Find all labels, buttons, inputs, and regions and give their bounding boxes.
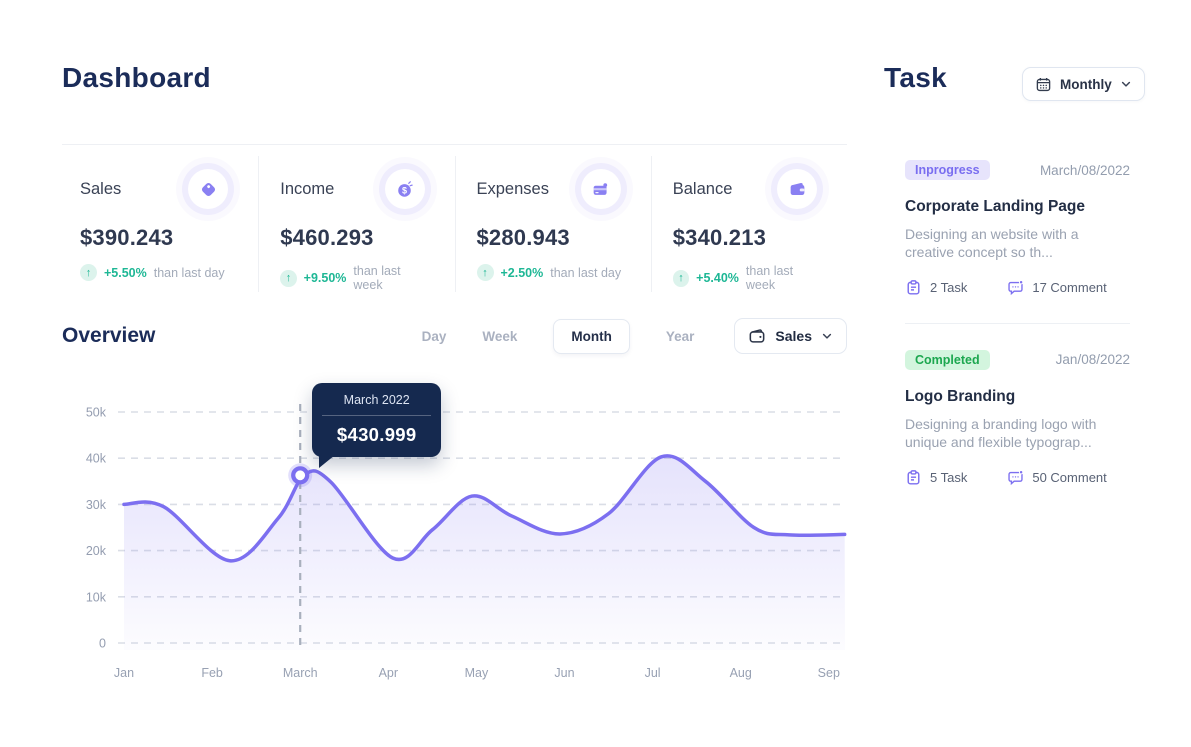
area-chart-canvas[interactable]: 50k 40k 30k 20k 10k 0 Jan Feb March Apr May Jun Jul A… [62, 398, 847, 690]
clipboard-icon [905, 469, 922, 486]
stat-card-sales: Sales $390.243 ↑ +5.50% than last day [62, 156, 258, 292]
comment-count: 50 Comment [1032, 469, 1107, 485]
task-description: Designing an website with a creative con… [905, 226, 1079, 261]
svg-text:10k: 10k [86, 590, 107, 604]
task-count: 2 Task [930, 279, 968, 295]
overview-chart[interactable]: 50k 40k 30k 20k 10k 0 Jan Feb March Apr May Jun Jul A… [62, 383, 847, 698]
task-date: Jan/08/2022 [1055, 352, 1130, 368]
tooltip-title: March 2022 [322, 393, 432, 416]
stat-change-pct: +5.40% [696, 271, 739, 285]
tag-icon [188, 169, 229, 209]
svg-text:Jan: Jan [114, 666, 134, 680]
series-filter-label: Sales [775, 328, 812, 344]
stat-change-note: than last day [550, 265, 622, 280]
stat-card-expenses: Expenses $280.943 ↑ +2.50% than last day [454, 156, 651, 292]
stat-value: $340.213 [672, 225, 767, 250]
svg-text:Apr: Apr [379, 666, 398, 680]
section-title-overview: Overview [62, 324, 156, 347]
stat-label: Balance [672, 179, 733, 198]
svg-text:Jun: Jun [554, 666, 574, 680]
task-card[interactable]: Completed Jan/08/2022 Logo Branding Desi… [905, 349, 1130, 486]
status-badge: Completed [905, 349, 990, 370]
wallet-outline-icon [748, 327, 766, 345]
stat-change-pct: +9.50% [303, 271, 347, 285]
svg-text:0: 0 [99, 637, 106, 651]
svg-text:March: March [283, 666, 318, 680]
comment-icon [1007, 469, 1024, 486]
task-panel-title: Task [884, 62, 947, 93]
overview-header: Overview Day Week Month Year Sales [62, 317, 847, 355]
task-count: 5 Task [930, 469, 968, 485]
svg-text:Sep: Sep [818, 666, 840, 680]
svg-text:20k: 20k [86, 544, 107, 558]
task-filter-dropdown[interactable]: Monthly [1022, 67, 1145, 101]
stat-label: Sales [80, 179, 122, 198]
svg-text:$: $ [402, 185, 407, 195]
task-list: Inprogress March/08/2022 Corporate Landi… [905, 160, 1130, 486]
credit-card-icon [580, 169, 621, 209]
clipboard-icon [905, 279, 922, 296]
up-arrow-icon: ↑ [80, 264, 97, 281]
svg-text:May: May [465, 666, 489, 680]
svg-text:Jul: Jul [645, 666, 661, 680]
header-divider [62, 144, 847, 145]
comment-icon [1007, 279, 1024, 296]
tooltip-value: $430.999 [336, 424, 417, 445]
up-arrow-icon: ↑ [672, 269, 690, 287]
svg-text:40k: 40k [86, 452, 107, 466]
stats-row: Sales $390.243 ↑ +5.50% than last day In… [62, 156, 847, 292]
task-card[interactable]: Inprogress March/08/2022 Corporate Landi… [905, 160, 1130, 296]
task-description: Designing a branding logo with unique an… [905, 415, 1097, 451]
wallet-icon [777, 169, 817, 209]
up-arrow-icon: ↑ [280, 269, 297, 287]
task-title-text: Logo Branding [905, 387, 1016, 405]
stat-change-pct: +5.50% [104, 265, 147, 280]
range-tabs: Day Week Month Year [421, 318, 695, 354]
chevron-down-icon [821, 330, 833, 342]
tab-day[interactable]: Day [421, 328, 447, 344]
task-filter-label: Monthly [1060, 76, 1112, 92]
stat-change-note: than last week [353, 264, 401, 292]
task-date: March/08/2022 [1039, 162, 1130, 178]
tab-week[interactable]: Week [482, 328, 518, 344]
svg-text:Aug: Aug [730, 666, 752, 680]
series-filter-dropdown[interactable]: Sales [734, 318, 847, 354]
svg-text:30k: 30k [86, 498, 107, 512]
status-badge: Inprogress [905, 160, 990, 180]
stat-change-note: than last week [745, 264, 794, 292]
stat-change-note: than last day [153, 265, 225, 280]
stat-label: Expenses [476, 179, 549, 198]
stat-change-pct: +2.50% [500, 265, 544, 280]
comment-count: 17 Comment [1032, 279, 1107, 295]
tab-year[interactable]: Year [665, 328, 695, 344]
tab-month[interactable]: Month [553, 318, 630, 354]
coin-dollar-icon: $ [384, 169, 425, 209]
stat-card-balance: Balance $340.213 ↑ +5.40% than last week [650, 156, 847, 292]
calendar-icon [1035, 76, 1052, 93]
task-title-text: Corporate Landing Page [905, 198, 1085, 215]
stat-label: Income [280, 179, 335, 198]
stat-value: $390.243 [80, 225, 174, 250]
chart-tooltip: March 2022 $430.999 [312, 383, 442, 468]
stat-card-income: Income $ $460.293 ↑ +9.50% than last wee… [258, 156, 454, 292]
chevron-down-icon [1120, 78, 1132, 90]
svg-text:Feb: Feb [201, 666, 223, 680]
svg-text:50k: 50k [86, 406, 107, 420]
stat-value: $280.943 [476, 225, 570, 250]
stat-value: $460.293 [280, 225, 374, 250]
task-divider [905, 322, 1130, 324]
page-title: Dashboard [62, 62, 211, 93]
up-arrow-icon: ↑ [476, 264, 494, 281]
